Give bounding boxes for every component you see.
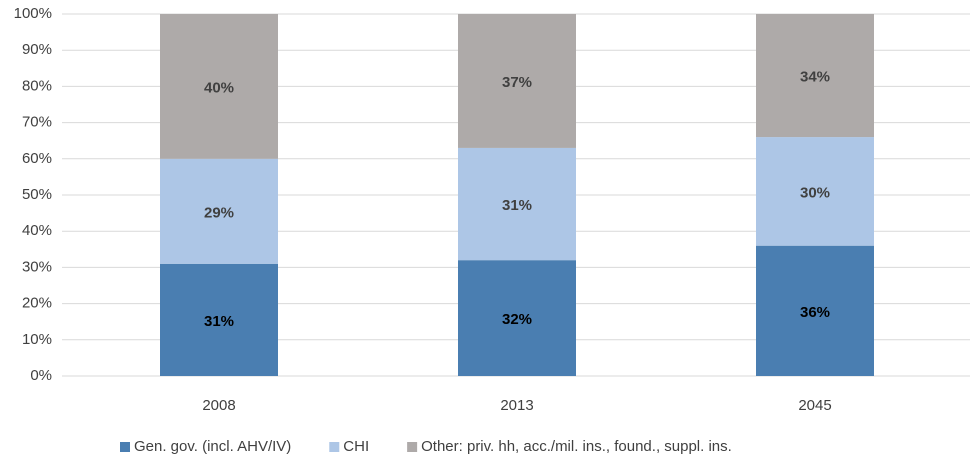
y-tick-label: 40% — [22, 222, 52, 239]
data-label: 30% — [800, 184, 830, 201]
bar-segment — [160, 263, 278, 376]
y-tick-label: 60% — [22, 150, 52, 167]
bar-segment — [458, 147, 576, 261]
legend-label: Other: priv. hh, acc./mil. ins., found.,… — [421, 438, 732, 455]
y-tick-label: 20% — [22, 295, 52, 312]
y-tick-label: 100% — [14, 5, 52, 22]
x-tick-label: 2013 — [500, 397, 533, 414]
bar-segment — [756, 14, 874, 138]
data-label: 34% — [800, 69, 830, 86]
bar-segment — [458, 260, 576, 376]
bar-segment — [756, 137, 874, 246]
legend-swatch — [407, 442, 418, 452]
x-tick-label: 2045 — [798, 397, 831, 414]
x-tick-label: 2008 — [202, 397, 235, 414]
data-label: 31% — [204, 313, 234, 330]
y-tick-label: 80% — [22, 77, 52, 94]
legend-label: CHI — [343, 438, 369, 455]
y-tick-label: 30% — [22, 258, 52, 275]
y-tick-label: 0% — [30, 367, 52, 384]
data-label: 29% — [204, 204, 234, 221]
data-label: 32% — [502, 311, 532, 328]
legend-label: Gen. gov. (incl. AHV/IV) — [134, 438, 291, 455]
y-tick-label: 50% — [22, 186, 52, 203]
legend-swatch — [120, 442, 130, 452]
data-label: 40% — [204, 79, 234, 96]
y-tick-label: 70% — [22, 114, 52, 131]
data-label: 36% — [800, 304, 830, 321]
bar-segment — [458, 14, 576, 148]
legend-swatch — [329, 442, 340, 452]
y-tick-label: 10% — [22, 331, 52, 348]
bar-segment — [160, 14, 278, 159]
bar-segment — [756, 245, 874, 376]
y-tick-label: 90% — [22, 41, 52, 58]
data-label: 37% — [502, 74, 532, 91]
data-label: 31% — [502, 197, 532, 214]
bar-segment — [160, 158, 278, 264]
